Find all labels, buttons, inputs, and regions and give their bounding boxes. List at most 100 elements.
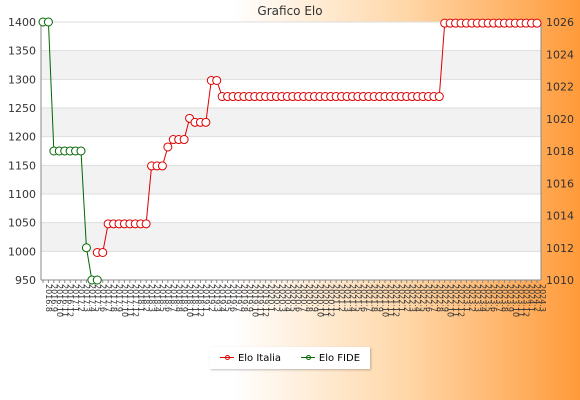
x-tick-label: 2019.6 (229, 284, 238, 312)
grid-band (41, 165, 541, 194)
y-right-tick-label: 1026 (546, 16, 574, 29)
x-tick-label: 2017.8 (109, 284, 118, 312)
x-tick-label: 2023.8 (500, 284, 509, 312)
x-tick-label: 2023.3 (473, 284, 482, 312)
x-tick-label: 2019.9 (245, 284, 254, 312)
chart-legend: Elo Italia Elo FIDE (210, 347, 370, 369)
y-left-tick-label: 1000 (8, 245, 36, 258)
x-tick-label: 2022.6 (424, 284, 433, 312)
x-tick-label: 2019.12 (261, 284, 270, 317)
data-point-elo-italia (212, 75, 222, 85)
x-tick-label: 2023.2 (467, 284, 476, 312)
data-point-elo-italia (141, 219, 151, 229)
legend-label-elo-fide: Elo FIDE (318, 352, 361, 364)
x-tick-label: 2020.5 (288, 284, 297, 312)
x-tick-label: 2017.5 (93, 284, 102, 312)
x-tick-label: 2024.3 (538, 284, 547, 312)
x-tick-label: 2022.5 (419, 284, 428, 312)
y-left-tick-label: 1050 (8, 217, 36, 230)
x-tick-label: 2017.1 (71, 284, 80, 312)
x-tick-label: 2019.4 (218, 284, 227, 312)
x-tick-label: 2017.10 (120, 284, 129, 317)
chart-title: Grafico Elo (257, 4, 323, 18)
data-point-elo-fide (81, 243, 91, 253)
x-tick-label: 2016.10 (55, 284, 64, 317)
x-tick-label: 2018.8 (174, 284, 183, 312)
x-tick-label: 2019.5 (223, 284, 232, 312)
x-tick-label: 2021.6 (359, 284, 368, 312)
x-tick-label: 2023.10 (511, 284, 520, 317)
x-tick-label: 2017.2 (77, 284, 86, 312)
x-tick-label: 2019.3 (212, 284, 221, 312)
x-tick-label: 2021.1 (332, 284, 341, 312)
x-tick-label: 2021.7 (364, 284, 373, 312)
x-tick-label: 2020.10 (315, 284, 324, 317)
x-tick-label: 2018.2 (142, 284, 151, 312)
series-elo-italia (92, 18, 542, 257)
x-tick-label: 2022.8 (435, 284, 444, 312)
x-tick-label: 2018.11 (191, 284, 200, 317)
y-right-tick-label: 1014 (546, 210, 574, 223)
data-point-elo-fide (76, 146, 86, 156)
x-tick-label: 2022.12 (457, 284, 466, 317)
x-tick-label: 2021.11 (386, 284, 395, 317)
x-tick-label: 2022.10 (446, 284, 455, 317)
x-tick-label: 2021.8 (370, 284, 379, 312)
data-point-elo-italia (163, 142, 173, 152)
x-tick-label: 2020.11 (321, 284, 330, 317)
x-tick-label: 2023.9 (505, 284, 514, 312)
y-left-tick-label: 1300 (8, 73, 36, 86)
x-tick-label: 2022.1 (397, 284, 406, 312)
x-tick-label: 2016.8 (44, 284, 53, 312)
y-left-tick-label: 1400 (8, 16, 36, 29)
x-tick-label: 2017.12 (131, 284, 140, 317)
x-tick-label: 2021.5 (353, 284, 362, 312)
x-tick-label: 2022.3 (408, 284, 417, 312)
data-point-elo-italia (157, 161, 167, 171)
x-tick-label: 2017.6 (98, 284, 107, 312)
x-tick-label: 2016.9 (49, 284, 58, 312)
x-tick-label: 2021.2 (337, 284, 346, 312)
y-left-tick-label: 1350 (8, 45, 36, 58)
x-tick-label: 2019.8 (239, 284, 248, 312)
x-tick-label: 2023.1 (462, 284, 471, 312)
x-tick-label: 2019.7 (234, 284, 243, 312)
x-tick-label: 2019.11 (256, 284, 265, 317)
x-tick-label: 2023.4 (478, 284, 487, 312)
x-tick-label: 2020.8 (305, 284, 314, 312)
x-tick-label: 2018.10 (185, 284, 194, 317)
data-point-elo-italia (434, 92, 444, 102)
x-tick-label: 2023.5 (484, 284, 493, 312)
x-tick-label: 2023.12 (522, 284, 531, 317)
x-tick-label: 2022.2 (402, 284, 411, 312)
legend-item-elo-fide: Elo FIDE (300, 352, 361, 364)
y-right-tick-label: 1020 (546, 113, 574, 126)
x-tick-label: 2018.1 (136, 284, 145, 312)
x-tick-label: 2018.7 (169, 284, 178, 312)
data-point-elo-fide (43, 17, 53, 27)
x-tick-label: 2020.12 (326, 284, 335, 317)
grid-band (41, 50, 541, 80)
legend-item-elo-italia: Elo Italia (219, 353, 281, 364)
x-tick-label: 2022.9 (440, 284, 449, 312)
x-tick-label: 2021.3 (343, 284, 352, 312)
x-tick-label: 2018.12 (196, 284, 205, 317)
data-point-elo-italia (201, 117, 211, 127)
x-tick-label: 2020.3 (277, 284, 286, 312)
data-point-elo-italia (179, 135, 189, 145)
x-tick-label: 2017.3 (82, 284, 91, 312)
x-tick-label: 2020.7 (299, 284, 308, 312)
y-right-tick-label: 1022 (546, 81, 574, 94)
y-left-tick-label: 950 (15, 274, 36, 287)
x-tick-label: 2020.9 (310, 284, 319, 312)
x-tick-label: 2018.5 (158, 284, 167, 312)
x-tick-label: 2017.11 (125, 284, 134, 317)
x-tick-label: 2020.1 (267, 284, 276, 312)
x-tick-label: 2016.12 (66, 284, 75, 317)
grid-band (41, 108, 541, 137)
x-tick-label: 2021.9 (375, 284, 384, 312)
x-tick-label: 2023.6 (489, 284, 498, 312)
data-point-elo-fide (92, 275, 102, 285)
x-tick-label: 2024.1 (527, 284, 536, 312)
